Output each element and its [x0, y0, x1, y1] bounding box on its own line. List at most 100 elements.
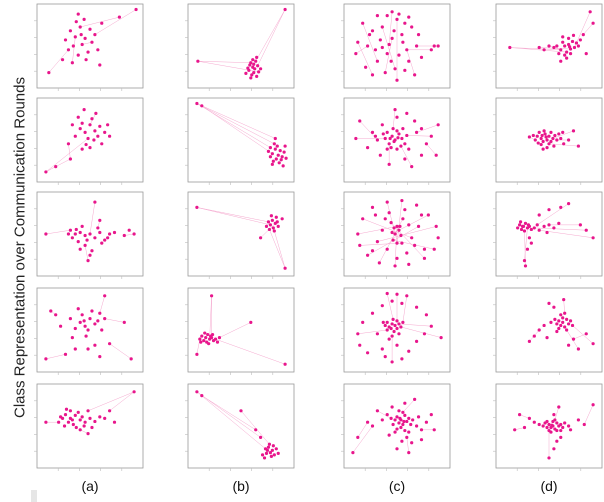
panel-frame — [343, 97, 451, 183]
data-point — [542, 129, 546, 133]
data-point — [103, 416, 107, 420]
data-point — [555, 439, 559, 443]
connection-edge — [377, 410, 392, 419]
data-point — [522, 259, 527, 263]
data-point — [407, 262, 411, 266]
data-point — [419, 55, 424, 60]
column-label-b: (b) — [232, 478, 250, 494]
connection-edge — [552, 130, 574, 139]
data-point — [395, 147, 399, 151]
data-point — [391, 317, 395, 321]
data-point — [537, 228, 541, 232]
data-point — [549, 139, 553, 144]
data-point — [518, 220, 523, 224]
data-point — [401, 40, 405, 44]
connection-edge — [386, 293, 394, 320]
data-point — [378, 153, 382, 157]
panel-frame — [187, 191, 295, 277]
data-point — [397, 228, 401, 232]
data-point — [529, 241, 533, 245]
data-point — [215, 340, 220, 344]
connection-edge — [402, 399, 415, 413]
data-point — [559, 205, 563, 209]
data-point — [275, 220, 279, 224]
data-point — [90, 425, 94, 430]
data-point — [389, 146, 393, 150]
panel-frame — [495, 191, 603, 277]
data-point — [405, 48, 409, 52]
connection-edge — [426, 143, 437, 156]
data-point — [80, 42, 84, 47]
data-point — [76, 115, 80, 119]
data-point — [563, 44, 567, 48]
data-point — [103, 294, 107, 298]
data-point — [395, 319, 399, 323]
panel-r2-c2 — [341, 191, 451, 279]
connection-edge — [197, 60, 251, 63]
data-point — [584, 52, 588, 56]
data-point — [280, 155, 284, 159]
data-point — [399, 425, 403, 430]
data-point — [562, 142, 566, 146]
data-point — [385, 320, 389, 324]
connection-edge — [196, 103, 275, 145]
data-point — [381, 132, 385, 136]
panel-frame — [495, 97, 603, 183]
data-point — [88, 232, 92, 236]
data-point — [80, 224, 84, 228]
data-point — [576, 144, 581, 148]
data-point — [559, 323, 563, 328]
panel-r1-c1 — [185, 97, 295, 185]
data-point — [400, 301, 404, 305]
data-point — [385, 14, 389, 18]
panel-frame — [187, 287, 295, 373]
data-point — [203, 331, 207, 335]
data-point — [71, 44, 75, 48]
data-point — [413, 73, 417, 77]
connection-edge — [514, 427, 525, 431]
data-point — [83, 243, 87, 247]
data-point — [407, 147, 411, 151]
data-point — [68, 29, 72, 33]
data-point — [413, 243, 417, 247]
data-point — [390, 360, 394, 364]
data-point — [527, 135, 532, 139]
connection-edge — [55, 158, 71, 167]
data-point — [78, 230, 82, 235]
data-point — [395, 115, 399, 119]
data-point — [276, 153, 280, 157]
data-point — [532, 334, 536, 338]
data-point — [570, 39, 575, 44]
data-point — [567, 424, 571, 428]
data-point — [518, 413, 522, 417]
panel-r0-c2 — [341, 3, 451, 91]
data-point — [552, 447, 556, 451]
data-point — [283, 362, 287, 366]
data-point — [380, 347, 384, 351]
data-point — [82, 424, 86, 428]
data-point — [100, 328, 104, 332]
data-point — [276, 224, 280, 228]
data-point — [277, 161, 281, 165]
data-point — [407, 59, 411, 63]
data-point — [542, 48, 546, 52]
panel-r1-c3 — [493, 97, 603, 185]
connection-edge — [584, 404, 594, 425]
data-point — [553, 317, 557, 321]
data-point — [361, 217, 365, 221]
data-point — [400, 357, 404, 361]
data-point — [381, 320, 385, 324]
data-point — [248, 63, 252, 67]
data-point — [432, 428, 436, 432]
data-point — [260, 453, 265, 457]
data-point — [578, 223, 582, 227]
data-point — [268, 223, 272, 227]
data-point — [552, 144, 556, 148]
data-point — [122, 320, 126, 324]
data-point — [557, 319, 561, 323]
data-point — [432, 44, 436, 48]
panel-r2-c0 — [34, 191, 144, 279]
data-point — [542, 323, 546, 328]
data-point — [424, 313, 428, 317]
data-point — [375, 409, 379, 413]
